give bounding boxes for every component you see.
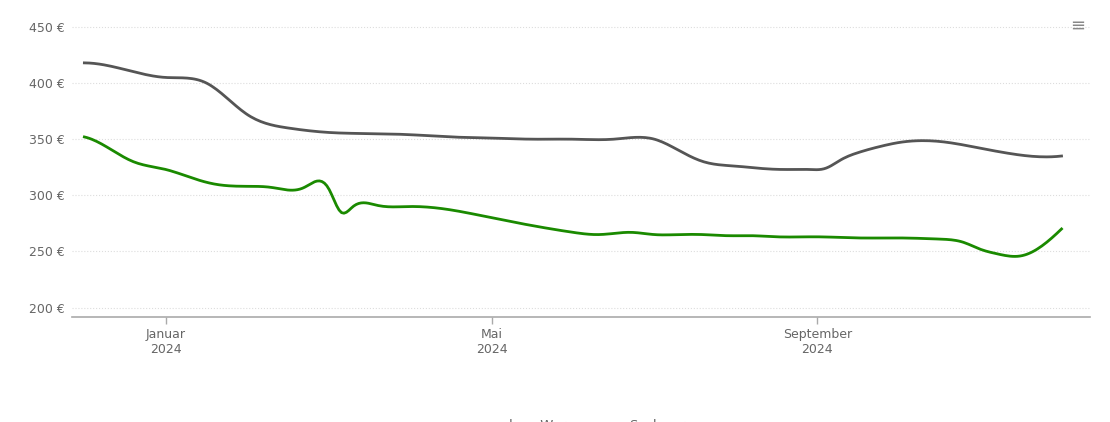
Text: ≡: ≡ xyxy=(1070,17,1086,35)
Legend: lose Ware, Sackware: lose Ware, Sackware xyxy=(464,414,698,422)
